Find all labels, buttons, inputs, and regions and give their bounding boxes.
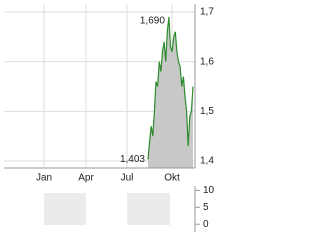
y-tick-label: 1,5 [200,106,214,117]
quarter-band [127,193,170,225]
low-label: 1,403 [120,154,145,165]
x-tick-label: Apr [78,173,94,184]
high-label: 1,690 [140,16,165,27]
x-tick-label: Okt [164,173,180,184]
x-tick-label: Jan [36,173,52,184]
price-line [147,16,194,160]
y-tick-label: 1,4 [200,156,214,167]
quarter-band [44,193,86,225]
stock-widget: 1,4 1,5 1,6 1,7 Jan Apr Jul Okt 1,690 1,403 0 5 10 [4,4,215,232]
y-tick-label: 10 [203,185,215,196]
y-tick-label: 0 [203,219,209,230]
price-chart: 1,4 1,5 1,6 1,7 Jan Apr Jul Okt 1,690 1,403 [4,4,214,184]
price-area [148,16,193,169]
volume-chart: 0 5 10 [195,185,215,230]
y-tick-label: 1,7 [200,7,214,18]
x-tick-label: Jul [121,173,134,184]
y-tick-label: 5 [203,202,209,213]
y-tick-label: 1,6 [200,56,214,67]
